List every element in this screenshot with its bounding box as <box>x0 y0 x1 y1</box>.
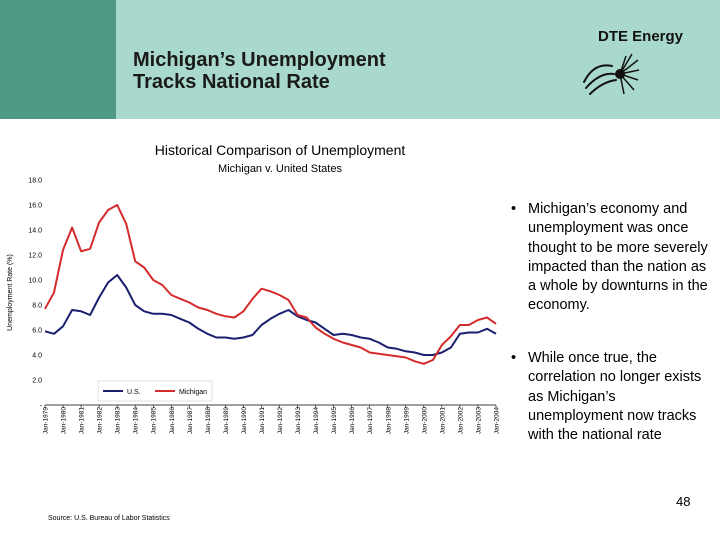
x-tick-label: Jan-1996 <box>349 407 356 434</box>
y-tick-label: 16.0 <box>28 203 42 210</box>
logo-wordmark: DTE Energy <box>598 28 684 45</box>
legend-label: Michigan <box>179 389 207 396</box>
x-tick-label: Jan-1999 <box>403 407 410 434</box>
bullet-point-1: • Michigan’s economy and unemployment wa… <box>511 200 711 316</box>
y-tick-label: 2.0 <box>32 378 42 385</box>
x-tick-label: Jan-1994 <box>313 407 320 434</box>
x-tick-label: Jan-1998 <box>385 407 392 434</box>
slide-title: Michigan’s Unemployment Tracks National … <box>133 49 386 93</box>
bullet-dot: • <box>511 201 517 217</box>
x-tick-label: Jan-1980 <box>61 407 68 434</box>
y-tick-label: 10.0 <box>28 278 42 285</box>
x-tick-label: Jan-1989 <box>223 407 230 434</box>
x-tick-label: Jan-2001 <box>439 407 446 434</box>
y-tick-label: 12.0 <box>28 253 42 260</box>
y-axis-label: Unemployment Rate (%) <box>7 254 14 331</box>
x-tick-label: Jan-1992 <box>277 407 284 434</box>
y-tick-label: 14.0 <box>28 228 42 235</box>
x-tick-label: Jan-1981 <box>79 407 86 434</box>
x-tick-label: Jan-1997 <box>367 407 374 434</box>
x-tick-label: Jan-1984 <box>133 407 140 434</box>
x-tick-label: Jan-1979 <box>43 407 50 434</box>
unemployment-line-chart: - 2.0 4.0 6.0 8.0 10.0 12.0 14.0 16.0 18.0 Unemplo… <box>7 178 501 435</box>
series-line-us <box>44 274 497 356</box>
x-tick-label: Jan-2000 <box>421 407 428 434</box>
x-tick-label: Jan-1983 <box>115 407 122 434</box>
x-tick-label: Jan-1986 <box>169 407 176 434</box>
dte-logo: DTE Energy <box>560 22 710 102</box>
x-tick-label: Jan-1990 <box>241 407 248 434</box>
y-tick-label: 6.0 <box>32 328 42 335</box>
x-tick-label: Jan-1987 <box>187 407 194 434</box>
chart-subtitle: Michigan v. United States <box>218 163 342 175</box>
x-tick-label: Jan-1985 <box>151 407 158 434</box>
chart-title: Historical Comparison of Unemployment <box>154 142 406 158</box>
x-tick-label: Jan-2003 <box>475 407 482 434</box>
x-tick-label: Jan-2002 <box>457 407 464 434</box>
y-tick-label: 8.0 <box>32 303 42 310</box>
header-accent-square <box>0 0 116 119</box>
x-tick-label: Jan-1995 <box>331 407 338 434</box>
legend-label: U.S. <box>127 389 141 396</box>
y-tick-label: - <box>40 403 43 410</box>
bullet-text-2: While once true, the correlation no long… <box>528 350 702 444</box>
bullet-point-2: • While once true, the correlation no lo… <box>511 349 711 445</box>
y-tick-label: 4.0 <box>32 353 42 360</box>
series-line-michigan <box>44 204 497 365</box>
bullet-text-1: Michigan’s economy and unemployment was … <box>528 201 708 314</box>
source-note: Source: U.S. Bureau of Labor Statistics <box>48 515 170 522</box>
header-band <box>0 0 720 119</box>
x-tick-label: Jan-2004 <box>494 407 501 434</box>
sunburst-logo-icon <box>583 53 640 95</box>
x-tick-label: Jan-1982 <box>97 407 104 434</box>
x-tick-label: Jan-1993 <box>295 407 302 434</box>
x-tick-label: Jan-1991 <box>259 407 266 434</box>
page-number: 48 <box>676 494 691 509</box>
y-tick-label: 18.0 <box>28 178 42 185</box>
x-tick-label: Jan-1988 <box>205 407 212 434</box>
bullet-dot: • <box>511 350 517 366</box>
